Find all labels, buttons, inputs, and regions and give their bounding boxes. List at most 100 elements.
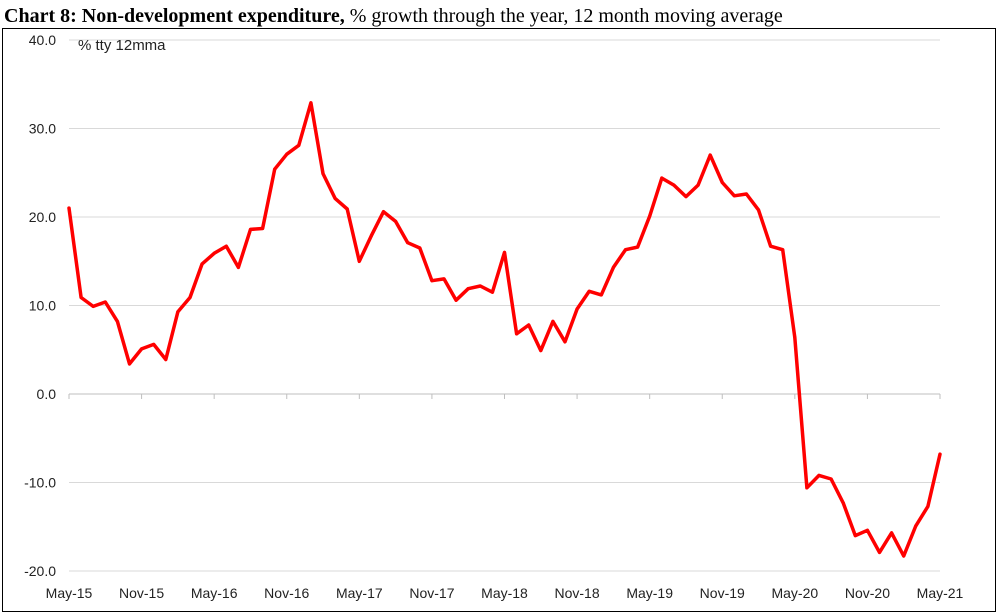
y-tick-label: 30.0 (29, 121, 56, 137)
data-point (321, 172, 325, 176)
x-axis-ticks: May-15 Nov-15 May-16 Nov-16 May-17 Nov-17 May-… (46, 394, 964, 601)
data-point (539, 349, 543, 353)
data-point (926, 504, 930, 508)
data-point (115, 319, 119, 323)
gridlines (69, 39, 940, 572)
data-point (684, 195, 688, 199)
data-point (563, 340, 567, 344)
data-point (503, 250, 506, 254)
data-point (357, 259, 361, 263)
data-point (418, 246, 422, 250)
data-point (152, 342, 156, 346)
data-point (805, 486, 809, 490)
chart-title-bold: Chart 8: Non-development expenditure, (4, 5, 345, 27)
data-point (551, 319, 555, 323)
data-point (527, 323, 531, 327)
data-point (890, 531, 894, 535)
data-point (793, 335, 797, 339)
x-tick-label: May-17 (336, 585, 383, 601)
data-point (781, 248, 785, 252)
data-point (599, 293, 603, 297)
chart-frame (2, 28, 996, 612)
data-point (878, 550, 882, 554)
series-group (67, 101, 942, 558)
series-line (67, 101, 942, 558)
data-point (285, 152, 289, 156)
data-point (623, 248, 627, 252)
y-tick-label: -20.0 (24, 563, 56, 579)
data-point (309, 101, 313, 105)
data-point (454, 298, 458, 302)
y-tick-label: 40.0 (29, 32, 56, 48)
data-point (853, 534, 857, 538)
x-tick-label: May-16 (191, 585, 238, 601)
data-point (442, 277, 446, 281)
x-tick-label: May-18 (481, 585, 528, 601)
data-point (515, 332, 519, 336)
data-point (236, 265, 240, 269)
y-tick-label: 20.0 (29, 209, 56, 225)
data-point (660, 176, 664, 180)
data-point (91, 304, 95, 308)
data-point (720, 180, 724, 184)
data-point (490, 290, 494, 294)
data-point (744, 192, 748, 196)
data-point (708, 153, 712, 157)
data-point (430, 279, 434, 283)
chart-title: Chart 8: Non-development expenditure, % … (4, 5, 994, 28)
x-tick-label: Nov-16 (264, 585, 309, 601)
data-point (382, 210, 386, 214)
data-point (394, 219, 398, 223)
data-point (369, 234, 373, 238)
x-tick-label: Nov-15 (119, 585, 164, 601)
data-point (406, 241, 410, 245)
data-point (103, 300, 107, 304)
data-point (248, 227, 252, 231)
data-point (938, 452, 942, 456)
y-tick-label: -10.0 (24, 475, 56, 491)
data-point (79, 296, 83, 300)
data-point (769, 244, 773, 248)
chart-title-rest: % growth through the year, 12 month movi… (344, 5, 783, 27)
data-point (67, 206, 71, 210)
data-point (841, 501, 845, 505)
x-tick-label: May-21 (917, 585, 964, 601)
data-point (333, 196, 337, 200)
x-tick-label: May-15 (46, 585, 93, 601)
data-point (829, 477, 833, 481)
data-point (261, 227, 265, 231)
data-point (140, 347, 144, 351)
data-point (164, 357, 168, 361)
data-point (188, 296, 192, 300)
x-tick-label: May-20 (771, 585, 818, 601)
x-tick-label: Nov-20 (845, 585, 890, 601)
data-point (611, 265, 615, 269)
data-point (587, 289, 591, 293)
data-point (636, 245, 640, 249)
data-point (200, 262, 204, 266)
data-point (224, 244, 228, 248)
x-tick-label: Nov-18 (555, 585, 600, 601)
data-point (817, 473, 821, 477)
x-tick-label: Nov-19 (700, 585, 745, 601)
data-point (575, 307, 579, 311)
y-tick-label: 10.0 (29, 298, 56, 314)
data-point (902, 554, 906, 558)
x-tick-label: Nov-17 (409, 585, 454, 601)
data-point (466, 287, 470, 291)
data-point (865, 528, 869, 532)
y-tick-label: 0.0 (37, 386, 57, 402)
data-point (732, 194, 736, 198)
unit-label: % tty 12mma (78, 37, 166, 54)
data-point (696, 183, 700, 187)
data-point (478, 284, 482, 288)
data-point (914, 524, 918, 528)
data-point (212, 251, 216, 255)
data-point (672, 183, 676, 187)
data-point (297, 143, 301, 147)
data-point (273, 167, 277, 171)
y-axis-ticks: 40.0 30.0 20.0 10.0 0.0 -10.0 -20.0 (24, 32, 56, 579)
data-point (176, 310, 180, 314)
data-point (345, 207, 349, 211)
